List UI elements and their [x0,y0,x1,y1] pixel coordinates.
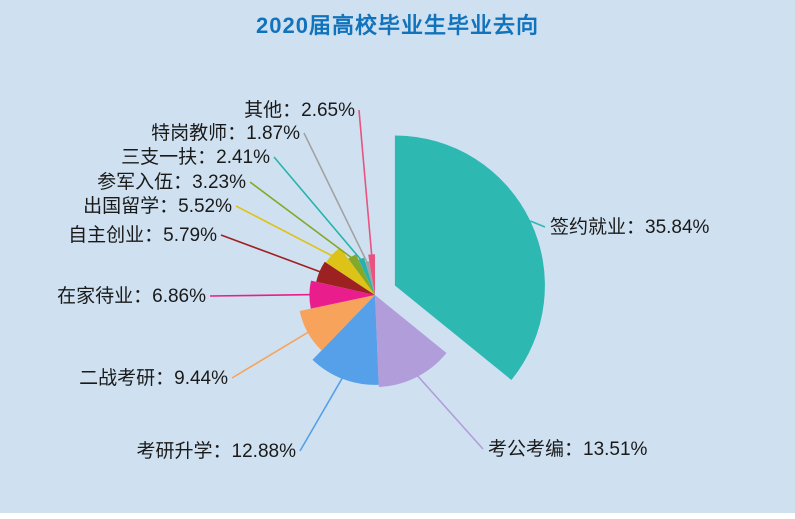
pie-slice-1 [375,295,447,387]
slice-label-8: 三支一扶：2.41% [121,146,270,168]
pie-slice-9 [365,261,375,295]
leader-line-0 [529,220,546,228]
leader-line-10 [358,109,373,258]
pie-slice-4 [309,280,375,309]
slice-label-3: 二战考研：9.44% [79,367,228,389]
slice-label-4: 在家待业：6.86% [57,285,206,307]
slice-label-5: 自主创业：5.79% [68,224,217,246]
leader-line-6 [235,205,337,259]
pie-slice-0 [394,135,545,380]
pie-slice-3 [299,295,375,351]
pie-slice-2 [312,295,379,385]
leader-line-3 [231,328,314,379]
slice-label-7: 参军入伍：3.23% [97,171,246,193]
leader-line-7 [249,181,355,261]
leader-line-8 [273,156,364,263]
pie-slice-10 [368,254,375,295]
leader-line-9 [303,132,369,265]
slice-label-9: 特岗教师：1.87% [151,122,300,144]
slice-label-0: 签约就业：35.84% [550,216,710,238]
slice-label-6: 出国留学：5.52% [83,195,232,217]
leader-line-1 [412,370,484,450]
bottom-strip [0,513,795,519]
slice-label-10: 其他：2.65% [244,99,355,121]
slice-label-1: 考公考编：13.51% [488,438,648,460]
slice-label-2: 考研升学：12.88% [137,440,297,462]
chart-title: 2020届高校毕业生毕业去向 [256,13,539,38]
leader-line-2 [299,371,347,452]
pie-slice-8 [358,257,375,295]
pie-slice-6 [325,247,375,295]
pie-slice-7 [348,254,375,295]
leader-line-4 [209,293,315,297]
pie-slice-5 [316,261,375,295]
leader-line-5 [220,234,325,274]
